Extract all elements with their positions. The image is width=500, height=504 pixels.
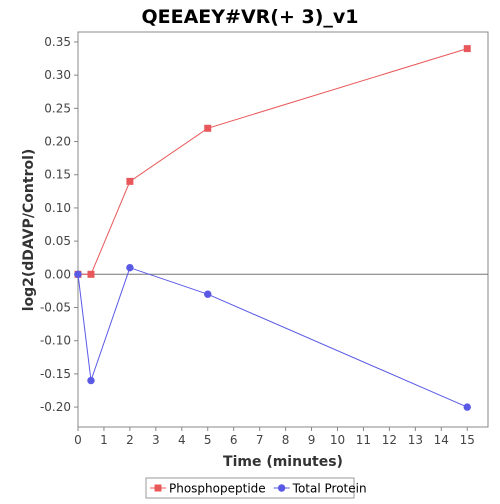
legend: Phosphopeptide Total Protein [145,477,367,499]
phosphopeptide-point [87,270,95,278]
total-protein-point [87,376,95,385]
x-tick-label: 5 [204,433,212,447]
x-axis: 0 1 2 3 4 5 6 7 8 9 10 11 12 13 14 15 [74,427,475,447]
y-tick-label: 0.25 [44,101,71,115]
x-tick-label: 6 [230,433,238,447]
legend-label: Total Protein [292,482,367,496]
x-tick-label: 13 [408,433,423,447]
x-tick-label: 9 [308,433,316,447]
x-tick-label: 15 [460,433,475,447]
y-tick-label: -0.15 [40,367,71,381]
x-tick-label: 2 [126,433,134,447]
y-tick-label: 0.30 [44,68,71,82]
plot-area [77,31,489,428]
y-tick-label: 0.10 [44,201,71,215]
total-protein-point [74,270,82,279]
total-protein-point [204,290,212,298]
legend-label: Phosphopeptide [169,482,266,496]
x-tick-label: 12 [382,433,397,447]
x-tick-label: 10 [330,433,345,447]
phosphopeptide-point [463,45,471,53]
x-tick-label: 8 [282,433,290,447]
y-tick-label: 0.00 [44,267,71,281]
series-layer [74,45,471,411]
y-tick-label: -0.20 [40,400,71,414]
x-tick-label: 14 [434,433,449,447]
legend-circle-marker [277,484,286,492]
x-tick-label: 0 [74,433,82,447]
x-tick-label: 4 [178,433,186,447]
total-protein-point [126,263,134,272]
y-tick-label: 0.05 [44,234,71,248]
legend-square-marker [154,484,162,492]
x-tick-label: 1 [100,433,108,447]
phosphopeptide-point [126,177,134,185]
y-tick-label: 0.35 [44,35,71,49]
x-tick-label: 11 [356,433,371,447]
x-axis-label: Time (minutes) [223,454,343,470]
x-tick-label: 7 [256,433,264,447]
y-tick-label: -0.10 [40,334,71,348]
phosphopeptide-point [204,124,212,132]
y-axis-label: log2(dDAVP/Control) [21,149,37,312]
legend-box [145,477,355,499]
y-tick-label: 0.15 [44,168,71,182]
y-tick-label: 0.20 [44,135,71,149]
chart-title: QEEAEY#VR(+ 3)_v1 [141,6,358,28]
y-axis: -0.20 -0.15 -0.10 -0.05 0.00 0.05 0.10 0.15 0.20… [40,35,78,414]
total-protein-point [463,403,471,411]
y-tick-label: -0.05 [40,301,71,315]
x-tick-label: 3 [152,433,160,447]
